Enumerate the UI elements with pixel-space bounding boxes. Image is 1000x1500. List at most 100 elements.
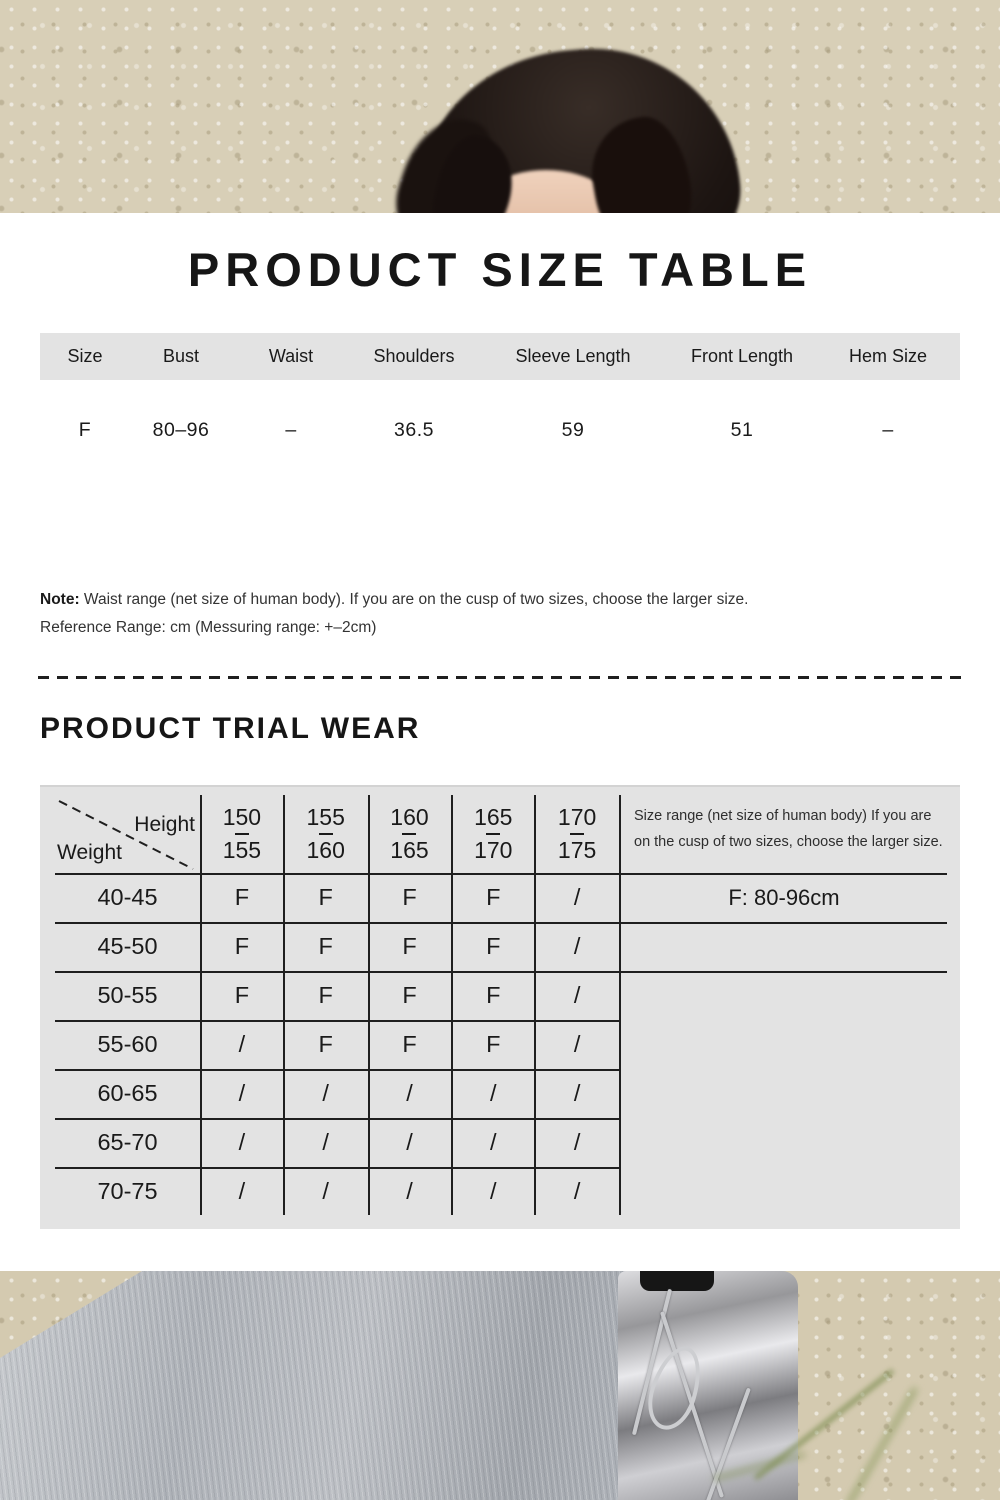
- weight-row-45-50: 45-50: [97, 933, 158, 959]
- trial-cell: /: [322, 1129, 329, 1155]
- grid-hline: [55, 1118, 621, 1120]
- grid-hline: [55, 1020, 621, 1022]
- height-column-headers: 150 155 155 160 160 165 165 170 170 175: [200, 795, 619, 873]
- trial-cell: F: [486, 933, 501, 959]
- trial-cell: F: [402, 1031, 417, 1057]
- grid-hline: [55, 1167, 621, 1169]
- column-header-hem-size: Hem Size: [848, 346, 928, 366]
- height-col-160-165: 160 165: [390, 804, 429, 863]
- cell-bust: 80–96: [152, 418, 210, 441]
- height-col-150-155: 150 155: [222, 804, 262, 863]
- trial-cell: /: [322, 1080, 329, 1106]
- grid-hline: [55, 971, 947, 973]
- size-table-row: F 80–96 – 36.5 59 51 –: [40, 406, 960, 454]
- cell-sleeve-length: 59: [561, 418, 585, 441]
- trial-cell: F: [234, 933, 250, 959]
- height-col-170-175: 170 175: [557, 804, 597, 863]
- weight-row-50-55: 50-55: [97, 982, 158, 1008]
- trial-cell: F: [486, 884, 501, 910]
- trial-cell: /: [322, 1178, 329, 1204]
- range-dash: [570, 833, 585, 835]
- plant-stem: [846, 1387, 918, 1500]
- trial-cell: F: [234, 884, 250, 910]
- side-note: Size range (net size of human body) If y…: [634, 808, 943, 850]
- grid-vline: [534, 795, 536, 1215]
- trial-size-cells: F F F F / F F F F / F F F F / / F F F / …: [200, 873, 619, 1216]
- corner-label-weight: Weight: [57, 841, 122, 864]
- column-header-bust: Bust: [162, 346, 200, 366]
- trial-cell: /: [573, 884, 581, 910]
- trial-cell: F: [318, 884, 333, 910]
- grid-hline: [55, 1069, 621, 1071]
- product-photo: [0, 1271, 1000, 1500]
- corner-label-height: Height: [134, 813, 195, 836]
- trial-cell: /: [573, 1178, 581, 1204]
- trial-cell: /: [238, 1080, 246, 1106]
- dashed-divider: [38, 676, 962, 679]
- weight-row-55-60: 55-60: [97, 1031, 158, 1057]
- bag-opening: [640, 1271, 714, 1291]
- hero-photo: [0, 0, 1000, 213]
- height-col-165-170: 165 170: [474, 804, 513, 863]
- grid-vline: [368, 795, 370, 1215]
- weight-row-65-70: 65-70: [97, 1129, 158, 1155]
- grid-vline: [619, 795, 621, 1215]
- trial-cell: F: [318, 982, 333, 1008]
- size-table-header: Size Bust Waist Shoulders Sleeve Length …: [40, 333, 960, 380]
- grid-hline: [55, 922, 947, 924]
- trial-cell: F: [402, 933, 417, 959]
- cell-waist: –: [285, 418, 297, 441]
- trial-cell: /: [406, 1178, 413, 1204]
- trial-cell: F: [318, 1031, 333, 1057]
- trial-cell: /: [238, 1129, 246, 1155]
- weight-row-70-75: 70-75: [97, 1178, 158, 1204]
- trial-cell: F: [234, 982, 250, 1008]
- trial-wear-table: Height Weight 150 155 155 160 160 165 165 17…: [40, 785, 960, 1229]
- height-col-155-160: 155 160: [306, 804, 345, 863]
- grid-vline: [200, 795, 202, 1215]
- column-header-front-length: Front Length: [690, 346, 794, 366]
- trial-cell: /: [573, 982, 581, 1008]
- column-header-shoulders: Shoulders: [373, 346, 455, 366]
- cell-size: F: [78, 418, 92, 441]
- page-title: PRODUCT SIZE TABLE: [187, 243, 813, 296]
- cell-front-length: 51: [730, 418, 754, 441]
- range-dash: [318, 833, 333, 835]
- trial-cell: /: [238, 1178, 246, 1204]
- column-header-size: Size: [67, 346, 103, 366]
- cell-hem-size: –: [882, 418, 894, 441]
- trial-cell: /: [406, 1080, 413, 1106]
- trial-cell: /: [490, 1129, 497, 1155]
- size-range-label: F: 80-96cm: [728, 884, 840, 910]
- trial-cell: /: [573, 1129, 581, 1155]
- range-dash: [234, 833, 249, 835]
- grid-hline: [55, 873, 947, 875]
- corner-diagonal-line: [58, 800, 194, 870]
- range-dash: [486, 833, 501, 835]
- reference-line: Reference Range: cm (Messuring range: +–…: [40, 619, 377, 636]
- trial-wear-title: PRODUCT TRIAL WEAR: [40, 712, 421, 745]
- trial-cell: F: [486, 1031, 501, 1057]
- trial-cell: F: [318, 933, 333, 959]
- trial-cell: /: [406, 1129, 413, 1155]
- grey-garment: [0, 1271, 645, 1500]
- notes-block: Note: Waist range (net size of human bod…: [40, 586, 940, 642]
- trial-cell: F: [402, 884, 417, 910]
- trial-cell: /: [490, 1178, 497, 1204]
- grid-vline: [283, 795, 285, 1215]
- trial-cell: /: [490, 1080, 497, 1106]
- trial-cell: /: [238, 1031, 246, 1057]
- trial-cell: /: [573, 1080, 581, 1106]
- cell-shoulders: 36.5: [394, 418, 434, 441]
- weight-row-labels: 40-45 45-50 50-55 55-60 60-65 65-70 70-7…: [55, 873, 200, 1216]
- trial-cell: F: [402, 982, 417, 1008]
- note-line: Note: Waist range (net size of human bod…: [40, 586, 940, 614]
- weight-row-60-65: 60-65: [97, 1080, 158, 1106]
- trial-cell: /: [573, 933, 581, 959]
- note-label: Note:: [40, 591, 80, 608]
- trial-cell: /: [573, 1031, 581, 1057]
- column-header-sleeve-length: Sleeve Length: [515, 346, 631, 366]
- note-text: Waist range (net size of human body). If…: [79, 591, 749, 608]
- range-dash: [402, 833, 417, 835]
